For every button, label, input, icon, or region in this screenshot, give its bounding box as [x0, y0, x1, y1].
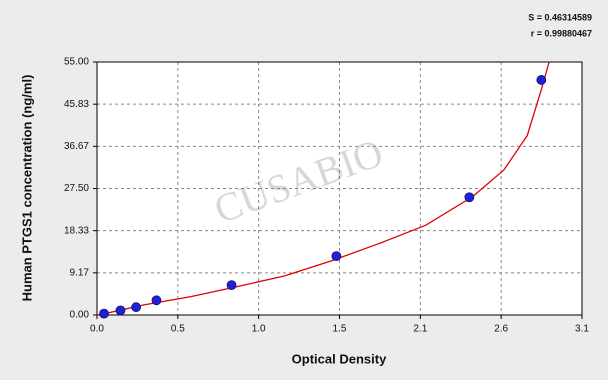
annotation: S = 0.46314589: [528, 12, 592, 22]
annotation: r = 0.99880467: [531, 28, 592, 38]
data-point: [226, 280, 237, 291]
data-point: [464, 192, 475, 203]
x-axis-title: Optical Density: [292, 351, 387, 366]
x-tick-label: 0.5: [171, 324, 185, 335]
data-point: [331, 251, 342, 262]
data-point: [151, 295, 162, 306]
y-tick-label: 55.00: [64, 57, 89, 68]
y-tick-label: 0.00: [70, 310, 90, 321]
data-point: [115, 305, 126, 316]
y-tick-label: 36.67: [64, 141, 89, 152]
y-tick-label: 9.17: [70, 267, 90, 278]
y-tick-label: 18.33: [64, 225, 89, 236]
data-point: [99, 308, 109, 319]
y-tick-label: 45.83: [64, 99, 89, 110]
y-axis-title: Human PTGS1 concentration (ng/ml): [19, 75, 34, 302]
data-point: [131, 302, 142, 313]
x-tick-label: 1.5: [333, 324, 347, 335]
data-point: [536, 75, 547, 85]
x-tick-label: 2.6: [494, 324, 508, 335]
fit-curve: [96, 61, 550, 316]
x-tick-label: 1.0: [252, 324, 266, 335]
x-tick-label: 0.0: [90, 324, 104, 335]
x-tick-label: 3.1: [575, 324, 589, 335]
x-tick-label: 2.1: [413, 324, 427, 335]
plot-border: [96, 61, 583, 316]
y-tick-label: 27.50: [64, 183, 89, 194]
